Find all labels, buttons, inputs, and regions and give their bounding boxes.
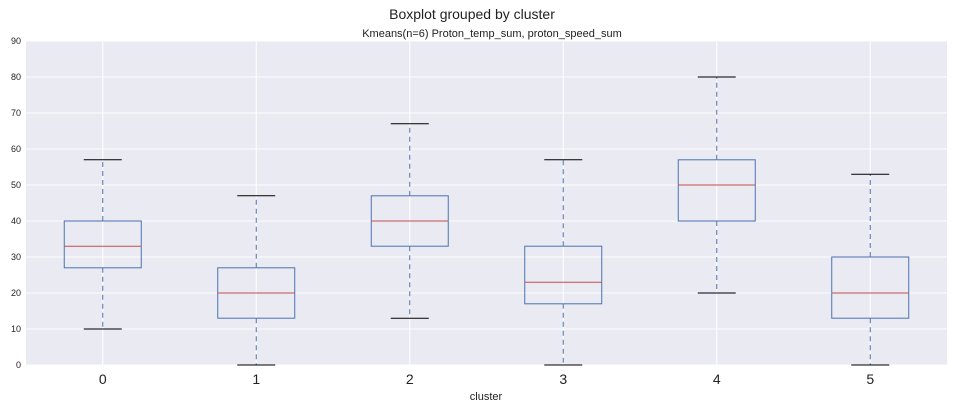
box-group-cluster-2 [370,123,449,319]
box-iqr [677,159,756,222]
y-tick-label: 50 [11,180,21,190]
y-tick-label: 90 [11,36,21,46]
box-iqr [831,256,910,319]
y-tick-label: 70 [11,108,21,118]
chart-title: Kmeans(n=6) Proton_temp_sum, proton_spee… [362,28,622,40]
box-group-cluster-3 [524,159,603,366]
y-tick-label: 20 [11,288,21,298]
x-tick-label: 3 [559,371,567,387]
x-axis-label: cluster [470,391,503,403]
y-tick-labels: 0 10 20 30 40 50 60 70 80 90 [11,36,21,370]
box-group-cluster-0 [63,159,142,330]
box-group-cluster-5 [831,173,910,366]
y-tick-label: 30 [11,252,21,262]
x-tick-label: 2 [406,371,414,387]
x-tick-label: 1 [252,371,260,387]
y-tick-label: 60 [11,144,21,154]
x-tick-label: 0 [99,371,107,387]
box-iqr [524,245,603,305]
x-tick-label: 5 [866,371,874,387]
grid-lines [26,40,947,366]
boxes [63,76,910,366]
chart-suptitle: Boxplot grouped by cluster [389,6,555,22]
y-tick-label: 80 [11,72,21,82]
y-tick-label: 40 [11,216,21,226]
y-tick-label: 0 [16,360,21,370]
x-tick-labels: 0 1 2 3 4 5 [99,371,875,387]
box-group-cluster-4 [677,76,756,294]
box-iqr [63,220,142,269]
box-group-cluster-1 [217,195,296,366]
y-tick-label: 10 [11,324,21,334]
x-tick-label: 4 [713,371,721,387]
plot-area [26,41,947,365]
